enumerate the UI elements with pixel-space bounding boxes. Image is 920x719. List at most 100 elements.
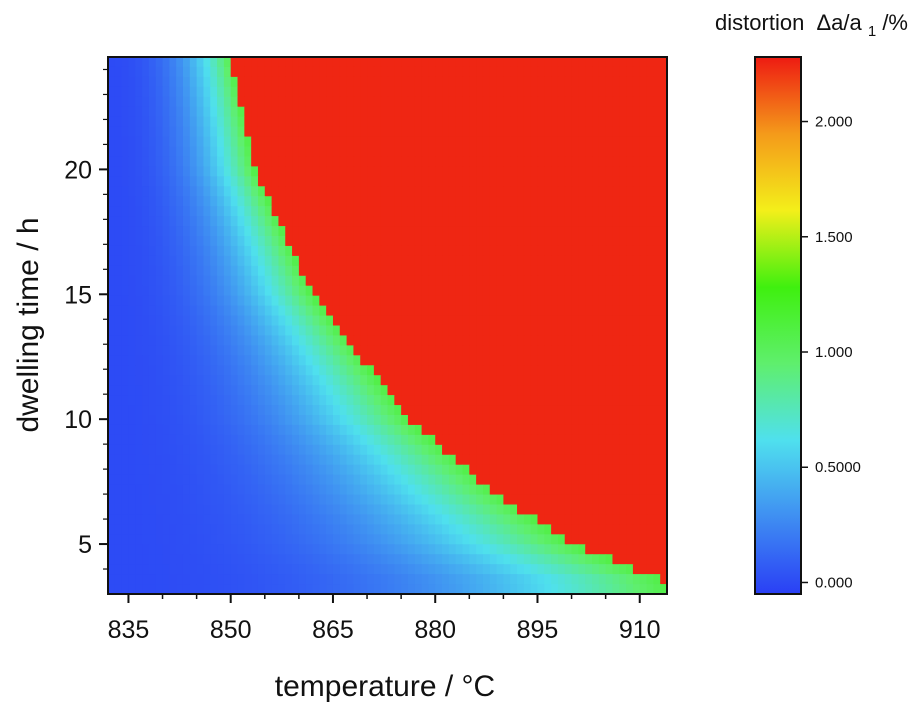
heatmap-cell <box>380 146 389 158</box>
heatmap-cell <box>210 196 218 207</box>
heatmap-cell <box>476 405 484 416</box>
heatmap-cell <box>407 186 416 197</box>
heatmap-cell <box>476 76 484 88</box>
heatmap-cell <box>387 355 395 366</box>
heatmap-cell <box>155 484 164 496</box>
heatmap-cell <box>298 96 307 108</box>
heatmap-cell <box>571 295 579 307</box>
heatmap-cell <box>176 544 184 555</box>
heatmap-cell <box>455 106 464 118</box>
heatmap-cell <box>469 76 477 88</box>
heatmap-cell <box>339 335 348 346</box>
heatmap-cell <box>476 504 484 516</box>
heatmap-cell <box>517 96 525 108</box>
heatmap-cell <box>237 236 245 247</box>
heatmap-cell <box>217 295 225 307</box>
heatmap-cell <box>530 474 539 486</box>
heatmap-cell <box>353 375 361 386</box>
heatmap-cell <box>626 534 634 545</box>
heatmap-cell <box>407 514 416 525</box>
heatmap-cell <box>162 236 170 247</box>
heatmap-cell <box>380 216 389 227</box>
heatmap-cell <box>121 146 130 158</box>
heatmap-cell <box>489 375 498 386</box>
heatmap-cell <box>428 255 436 267</box>
heatmap-cell <box>230 484 239 496</box>
heatmap-cell <box>469 196 477 207</box>
heatmap-cell <box>605 156 614 167</box>
heatmap-cell <box>162 66 170 78</box>
heatmap-cell <box>435 474 443 486</box>
heatmap-cell <box>298 494 307 506</box>
heatmap-cell <box>530 76 539 88</box>
heatmap-cell <box>367 66 375 78</box>
heatmap-cell <box>162 514 170 525</box>
heatmap-cell <box>353 295 361 307</box>
heatmap-cell <box>257 395 266 406</box>
heatmap-cell <box>326 176 334 187</box>
heatmap-cell <box>326 156 334 167</box>
heatmap-cell <box>244 216 252 227</box>
heatmap-cell <box>482 564 491 575</box>
heatmap-cell <box>476 226 484 237</box>
heatmap-cell <box>407 424 416 436</box>
heatmap-cell <box>298 444 307 456</box>
heatmap-cell <box>469 305 477 317</box>
heatmap-cell <box>380 514 389 525</box>
heatmap-cell <box>162 136 170 148</box>
heatmap-cell <box>278 434 286 446</box>
heatmap-cell <box>646 504 654 516</box>
heatmap-cell <box>592 226 600 237</box>
heatmap-cell <box>121 226 130 237</box>
heatmap-cell <box>271 285 280 297</box>
heatmap-cell <box>373 305 382 317</box>
heatmap-cell <box>230 216 239 227</box>
heatmap-cell <box>326 395 334 406</box>
heatmap-cell <box>387 66 395 78</box>
heatmap-cell <box>414 524 423 535</box>
heatmap-cell <box>223 534 232 545</box>
heatmap-cell <box>496 464 504 476</box>
heatmap-cell <box>360 57 368 68</box>
heatmap-cell <box>414 405 423 416</box>
heatmap-cell <box>598 385 607 396</box>
heatmap-cell <box>155 474 164 486</box>
heatmap-cell <box>135 206 143 217</box>
heatmap-cell <box>394 226 402 237</box>
heatmap-cell <box>292 285 300 297</box>
heatmap-cell <box>298 504 307 516</box>
heatmap-cell <box>312 206 320 217</box>
heatmap-cell <box>510 236 518 247</box>
heatmap-cell <box>271 564 280 575</box>
heatmap-cell <box>435 255 443 267</box>
heatmap-cell <box>496 564 504 575</box>
heatmap-cell <box>271 385 280 396</box>
heatmap-cell <box>264 136 273 148</box>
heatmap-cell <box>414 325 423 337</box>
heatmap-cell <box>182 66 191 78</box>
heatmap-cell <box>394 166 402 177</box>
heatmap-cell <box>176 226 184 237</box>
heatmap-cell <box>182 57 191 68</box>
heatmap-cell <box>421 494 430 506</box>
heatmap-cell <box>285 554 293 565</box>
heatmap-cell <box>128 444 136 456</box>
heatmap-cell <box>278 305 286 317</box>
heatmap-cell <box>326 534 334 545</box>
heatmap-cell <box>346 345 355 356</box>
heatmap-cell <box>612 434 620 446</box>
heatmap-cell <box>394 574 402 585</box>
heatmap-cell <box>496 265 504 277</box>
heatmap-cell <box>230 86 239 98</box>
heatmap-cell <box>394 236 402 247</box>
heatmap-cell <box>360 206 368 217</box>
heatmap-cell <box>564 96 573 108</box>
heatmap-cell <box>585 295 593 307</box>
heatmap-cell <box>517 315 525 327</box>
heatmap-cell <box>394 196 402 207</box>
heatmap-cell <box>401 136 409 148</box>
heatmap-cell <box>203 305 211 317</box>
heatmap-cell <box>298 584 307 594</box>
heatmap-cell <box>217 385 225 396</box>
heatmap-cell <box>251 345 259 356</box>
